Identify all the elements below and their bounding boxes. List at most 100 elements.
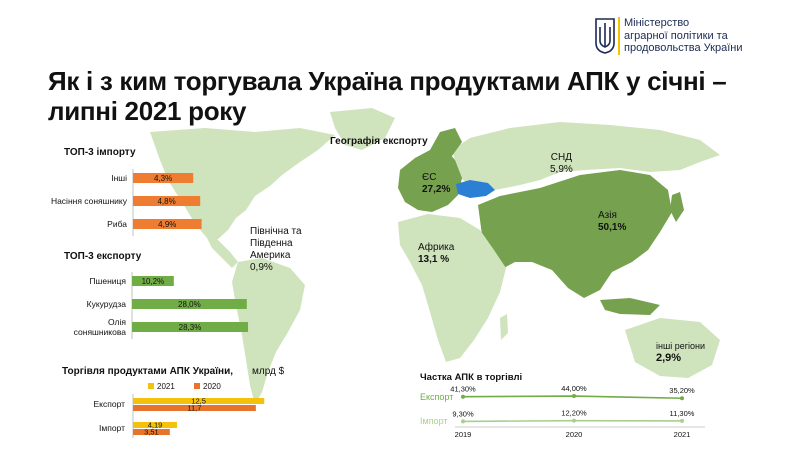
chart-2-value-label: 4,19 [148,421,163,430]
chart-3-value-label: 9,30% [452,409,474,418]
chart-1-title: ТОП-3 експорту [64,251,142,262]
trident-icon [595,18,615,54]
chart-3-value-label: 44,00% [561,384,587,393]
map-indonesia [600,298,660,315]
region-africa-name: Африка [418,242,455,253]
map-australia [625,318,720,378]
chart-3-point [461,419,465,424]
map-cis [452,122,720,190]
chart-3-value-label: 11,30% [670,409,695,418]
region-other-value: 2,9% [656,352,682,364]
chart-0-value-label: 4,3% [154,174,172,183]
chart-3-point [680,396,684,401]
region-americas: Північна та Південна Америка 0,9% [250,226,330,274]
chart-3-series-name: Експорт [420,392,453,402]
map-eu [398,148,462,212]
region-africa-value: 13,1 % [418,254,450,265]
chart-2-category-label: Експорт [94,399,126,409]
chart-2-category-label: Імпорт [99,423,125,433]
chart-0-category-label: Риба [107,219,127,229]
region-americas-value: 0,9% [250,262,273,273]
chart-3-x-tick-label: 2021 [674,430,691,439]
region-other-name: інші регіони [656,341,705,351]
chart-3-value-label: 12,20% [561,409,587,418]
chart-3-x-tick-label: 2019 [455,430,472,439]
map-greenland [330,108,395,150]
ministry-line-3: продовольства України [624,42,743,54]
region-asia: Азія 50,1% [598,210,626,234]
chart-2-value-label: 11,7 [187,404,201,413]
chart-1-bar [132,299,247,309]
chart-1-bar [132,322,249,332]
chart-2-legend-swatch [194,383,200,389]
chart-2-bar [133,405,256,411]
map-africa [398,214,506,362]
chart-0-bar [133,196,201,206]
chart-3-point [680,418,684,423]
map-japan [670,192,684,222]
emblem [592,17,618,55]
map-madagascar [500,314,508,340]
chart-3-point [461,394,465,399]
page-title-line-2: липні 2021 року [48,96,247,126]
region-eu-value: 27,2% [422,184,451,195]
region-asia-name: Азія [598,210,617,221]
map-scandinavia [430,128,462,158]
chart-3-point [572,418,576,423]
chart-1-value-label: 10,2% [142,277,165,286]
ministry-line-2: аграрної політики та [624,29,728,42]
region-cis-value: 5,9% [550,164,573,175]
chart-1-category-label: Кукурудза [87,299,127,309]
chart-1-category-label: Олія [108,317,126,327]
region-asia-value: 50,1% [598,222,627,233]
chart-3-series-name: Імпорт [420,416,448,426]
chart-2-value-label: 12,5 [191,397,206,406]
chart-1-category-label: Пшениця [89,276,126,286]
chart-3-point [572,394,576,399]
chart-2-bar [133,398,265,404]
map-ukraine [456,180,495,198]
chart-2-bar [133,422,177,428]
chart-1-bar [132,276,174,286]
chart-1-value-label: 28,3% [179,323,202,332]
map-south-america [232,258,305,405]
ministry-divider [618,17,620,55]
region-eu: ЄС 27,2% [422,172,450,196]
region-africa: Африка 13,1 % [418,242,454,266]
region-americas-name: Північна та Південна Америка [250,226,302,261]
chart-3-value-label: 41,30% [450,385,476,394]
geography-title: Географія експорту [330,136,428,147]
ministry-name: Міністерство аграрної політики та продов… [618,17,794,55]
chart-2-unit: млрд $ [252,366,285,377]
region-cis-name: СНД [550,152,572,163]
chart-3-x-tick-label: 2020 [566,430,583,439]
chart-0-bar [133,219,202,229]
chart-1-category-label: соняшникова [74,327,127,337]
chart-3-value-label: 35,20% [669,386,695,395]
chart-0-value-label: 4,9% [158,220,176,229]
chart-0-category-label: Насіння соняшнику [51,196,128,206]
chart-2-bar [133,429,170,435]
chart-2-legend-label: 2021 [157,382,175,391]
chart-3-title: Частка АПК в торгівлі [420,372,522,383]
map-asia [478,170,672,298]
chart-2-legend-label: 2020 [203,382,221,391]
page-title: Як і з ким торгувала Україна продуктами … [48,66,748,126]
chart-2-legend-swatch [148,383,154,389]
chart-0-value-label: 4,8% [157,197,175,206]
page-title-line-1: Як і з ким торгувала Україна продуктами … [48,66,727,96]
chart-0-category-label: Інші [111,173,127,183]
chart-2-value-label: 3,51 [144,428,159,437]
ministry-line-1: Міністерство [624,17,690,29]
map-central-america [207,238,238,268]
region-cis: СНД 5,9% [550,152,573,176]
chart-0-title: ТОП-3 імпорту [64,147,136,158]
region-other: інші регіони 2,9% [656,340,705,364]
chart-1-value-label: 28,0% [178,300,201,309]
region-eu-name: ЄС [422,172,437,183]
map-north-america [150,128,335,240]
chart-0-bar [133,173,194,183]
chart-2-title: Торгівля продуктами АПК України, [62,366,233,377]
